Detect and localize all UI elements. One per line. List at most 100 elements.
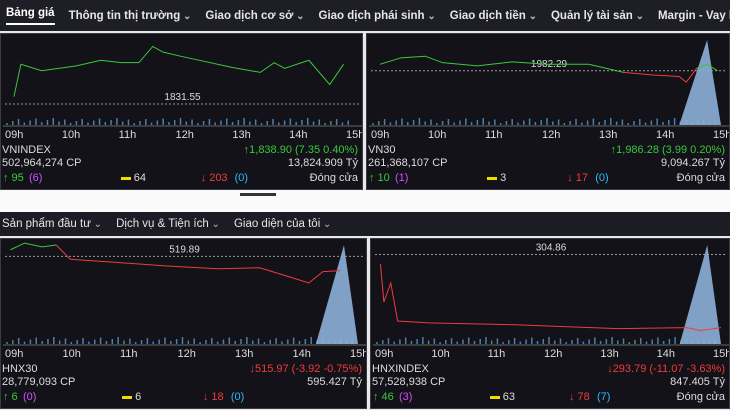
time-label: 13h (600, 348, 619, 360)
index-chart: 519.89 (3, 242, 366, 346)
volume: 502,964,274 CP (2, 157, 82, 169)
down-count: ↓ 17 (567, 172, 588, 184)
time-label: 12h (175, 129, 194, 141)
nav-item[interactable]: Dịch vụ & Tiện ích (116, 218, 220, 230)
time-label: 12h (544, 348, 563, 360)
index-change: ↑1,986.28 (3.99 0.20%) (610, 144, 725, 156)
time-label: 14h (656, 348, 676, 360)
handle (240, 193, 276, 196)
ceiling-count: (6) (29, 172, 43, 184)
index-line (379, 55, 624, 73)
time-label: 12h (542, 129, 561, 141)
time-label: 14h (292, 348, 311, 360)
index-chart: 1831.55 (3, 45, 362, 127)
flat-count: 3 (487, 172, 506, 184)
index-line (13, 45, 345, 97)
time-label: 14h (656, 129, 675, 141)
up-count: ↑ 46 (373, 391, 394, 403)
index-panel: 304.86 09h 10h 11h 12h 13h 14h 15h HNXINDEX ↓293.… (370, 238, 730, 409)
session-status: Đóng cửa (309, 172, 358, 184)
value: 595.427 Tỷ (307, 376, 362, 388)
ceiling-count: (0) (23, 391, 37, 403)
index-name: HNXINDEX (372, 363, 429, 375)
floor-count: (7) (597, 391, 611, 403)
nav-item[interactable]: Giao dịch phái sinh (319, 10, 436, 22)
time-label: 15h (346, 129, 363, 141)
nav-item[interactable]: Sản phẩm đầu tư (2, 218, 102, 230)
time-label: 10h (428, 129, 447, 141)
index-line (379, 263, 722, 332)
time-label: 09h (371, 129, 390, 141)
nav-item[interactable]: Giao dịch cơ sở (205, 10, 304, 22)
flat-count: 63 (490, 391, 515, 403)
volume: 28,779,093 CP (2, 376, 76, 388)
time-label: 13h (232, 129, 251, 141)
up-count: ↑ 95 (3, 172, 24, 184)
ceiling-count: (3) (399, 391, 413, 403)
session-status: Đóng cửa (676, 391, 725, 403)
flat-count: 64 (121, 172, 146, 184)
session-status: Đóng cửa (676, 172, 725, 184)
nav-item[interactable]: Quản lý tài sản (551, 10, 644, 22)
time-label: 11h (120, 348, 138, 360)
time-label: 09h (375, 348, 394, 360)
time-label: 10h (62, 348, 81, 360)
time-label: 15h (713, 348, 730, 360)
nav-item[interactable]: Giao dịch tiền (450, 10, 537, 22)
volume-bars (376, 337, 717, 344)
index-panel: 1982.29 09h 10h 11h 12h 13h 14h 15h VN30 ↑1,986.2… (366, 33, 730, 190)
reference-label: 519.89 (169, 244, 200, 255)
nav-item[interactable]: Thông tin thị trường (69, 10, 192, 22)
down-count: ↓ 78 (569, 391, 590, 403)
index-chart: 1982.29 (369, 40, 729, 127)
volume-spike (315, 245, 358, 344)
time-label: 11h (485, 129, 503, 141)
index-name: VNINDEX (2, 144, 51, 156)
top-nav: Bảng giá Thông tin thị trường Giao dịch cơ… (0, 0, 730, 31)
volume-spike (679, 245, 721, 344)
up-count: ↑ 10 (369, 172, 390, 184)
time-label: 13h (599, 129, 618, 141)
index-name: HNX30 (2, 363, 38, 375)
value: 9,094.267 Tỷ (660, 157, 725, 169)
volume-spike (679, 40, 721, 125)
index-change: ↓515.97 (-3.92 -0.75%) (249, 363, 362, 375)
floor-count: (0) (595, 172, 609, 184)
time-label: 11h (487, 348, 506, 360)
value: 847.405 Tỷ (670, 376, 725, 388)
separator (0, 190, 730, 212)
volume-bars (372, 118, 716, 125)
volume: 57,528,938 CP (372, 376, 446, 388)
index-name: VN30 (368, 144, 396, 156)
time-label: 13h (235, 348, 254, 360)
up-count: ↑ 6 (3, 391, 18, 403)
volume: 261,368,107 CP (368, 157, 448, 169)
reference-label: 304.86 (536, 243, 567, 254)
time-label: 09h (5, 348, 24, 360)
time-label: 12h (177, 348, 196, 360)
index-panel: 1831.55 09h 10h 11h 12h 13h 14h 15h VNINDEX ↑1,83… (0, 33, 363, 190)
sub-nav: Sản phẩm đầu tư Dịch vụ & Tiện ích Giao di… (0, 212, 730, 236)
index-chart: 304.86 (373, 243, 729, 346)
index-panel: 519.89 09h 10h 11h 12h 13h 14h 15h HNX30 ↓515.97 … (0, 238, 367, 409)
ceiling-count: (1) (395, 172, 409, 184)
time-label: 09h (5, 129, 24, 141)
index-change: ↑1,838.90 (7.35 0.40%) (243, 144, 358, 156)
time-label: 11h (118, 129, 137, 141)
down-count: ↓ 203 (200, 172, 228, 184)
index-change: ↓293.79 (-11.07 -3.63%) (607, 363, 725, 375)
index-line (10, 242, 57, 251)
nav-item[interactable]: Giao diện của tôi (234, 218, 331, 230)
time-label: 10h (61, 129, 81, 141)
down-count: ↓ 18 (202, 391, 224, 403)
nav-item[interactable]: Bảng giá (6, 7, 55, 25)
flat-count: 6 (122, 391, 141, 403)
reference-label: 1831.55 (164, 92, 201, 103)
nav-item[interactable]: Margin - Vay ký quỹ (658, 10, 730, 22)
time-label: 10h (431, 348, 450, 360)
index-line (696, 63, 718, 72)
floor-count: (0) (234, 172, 249, 184)
floor-count: (0) (230, 391, 245, 403)
index-line (55, 244, 341, 284)
